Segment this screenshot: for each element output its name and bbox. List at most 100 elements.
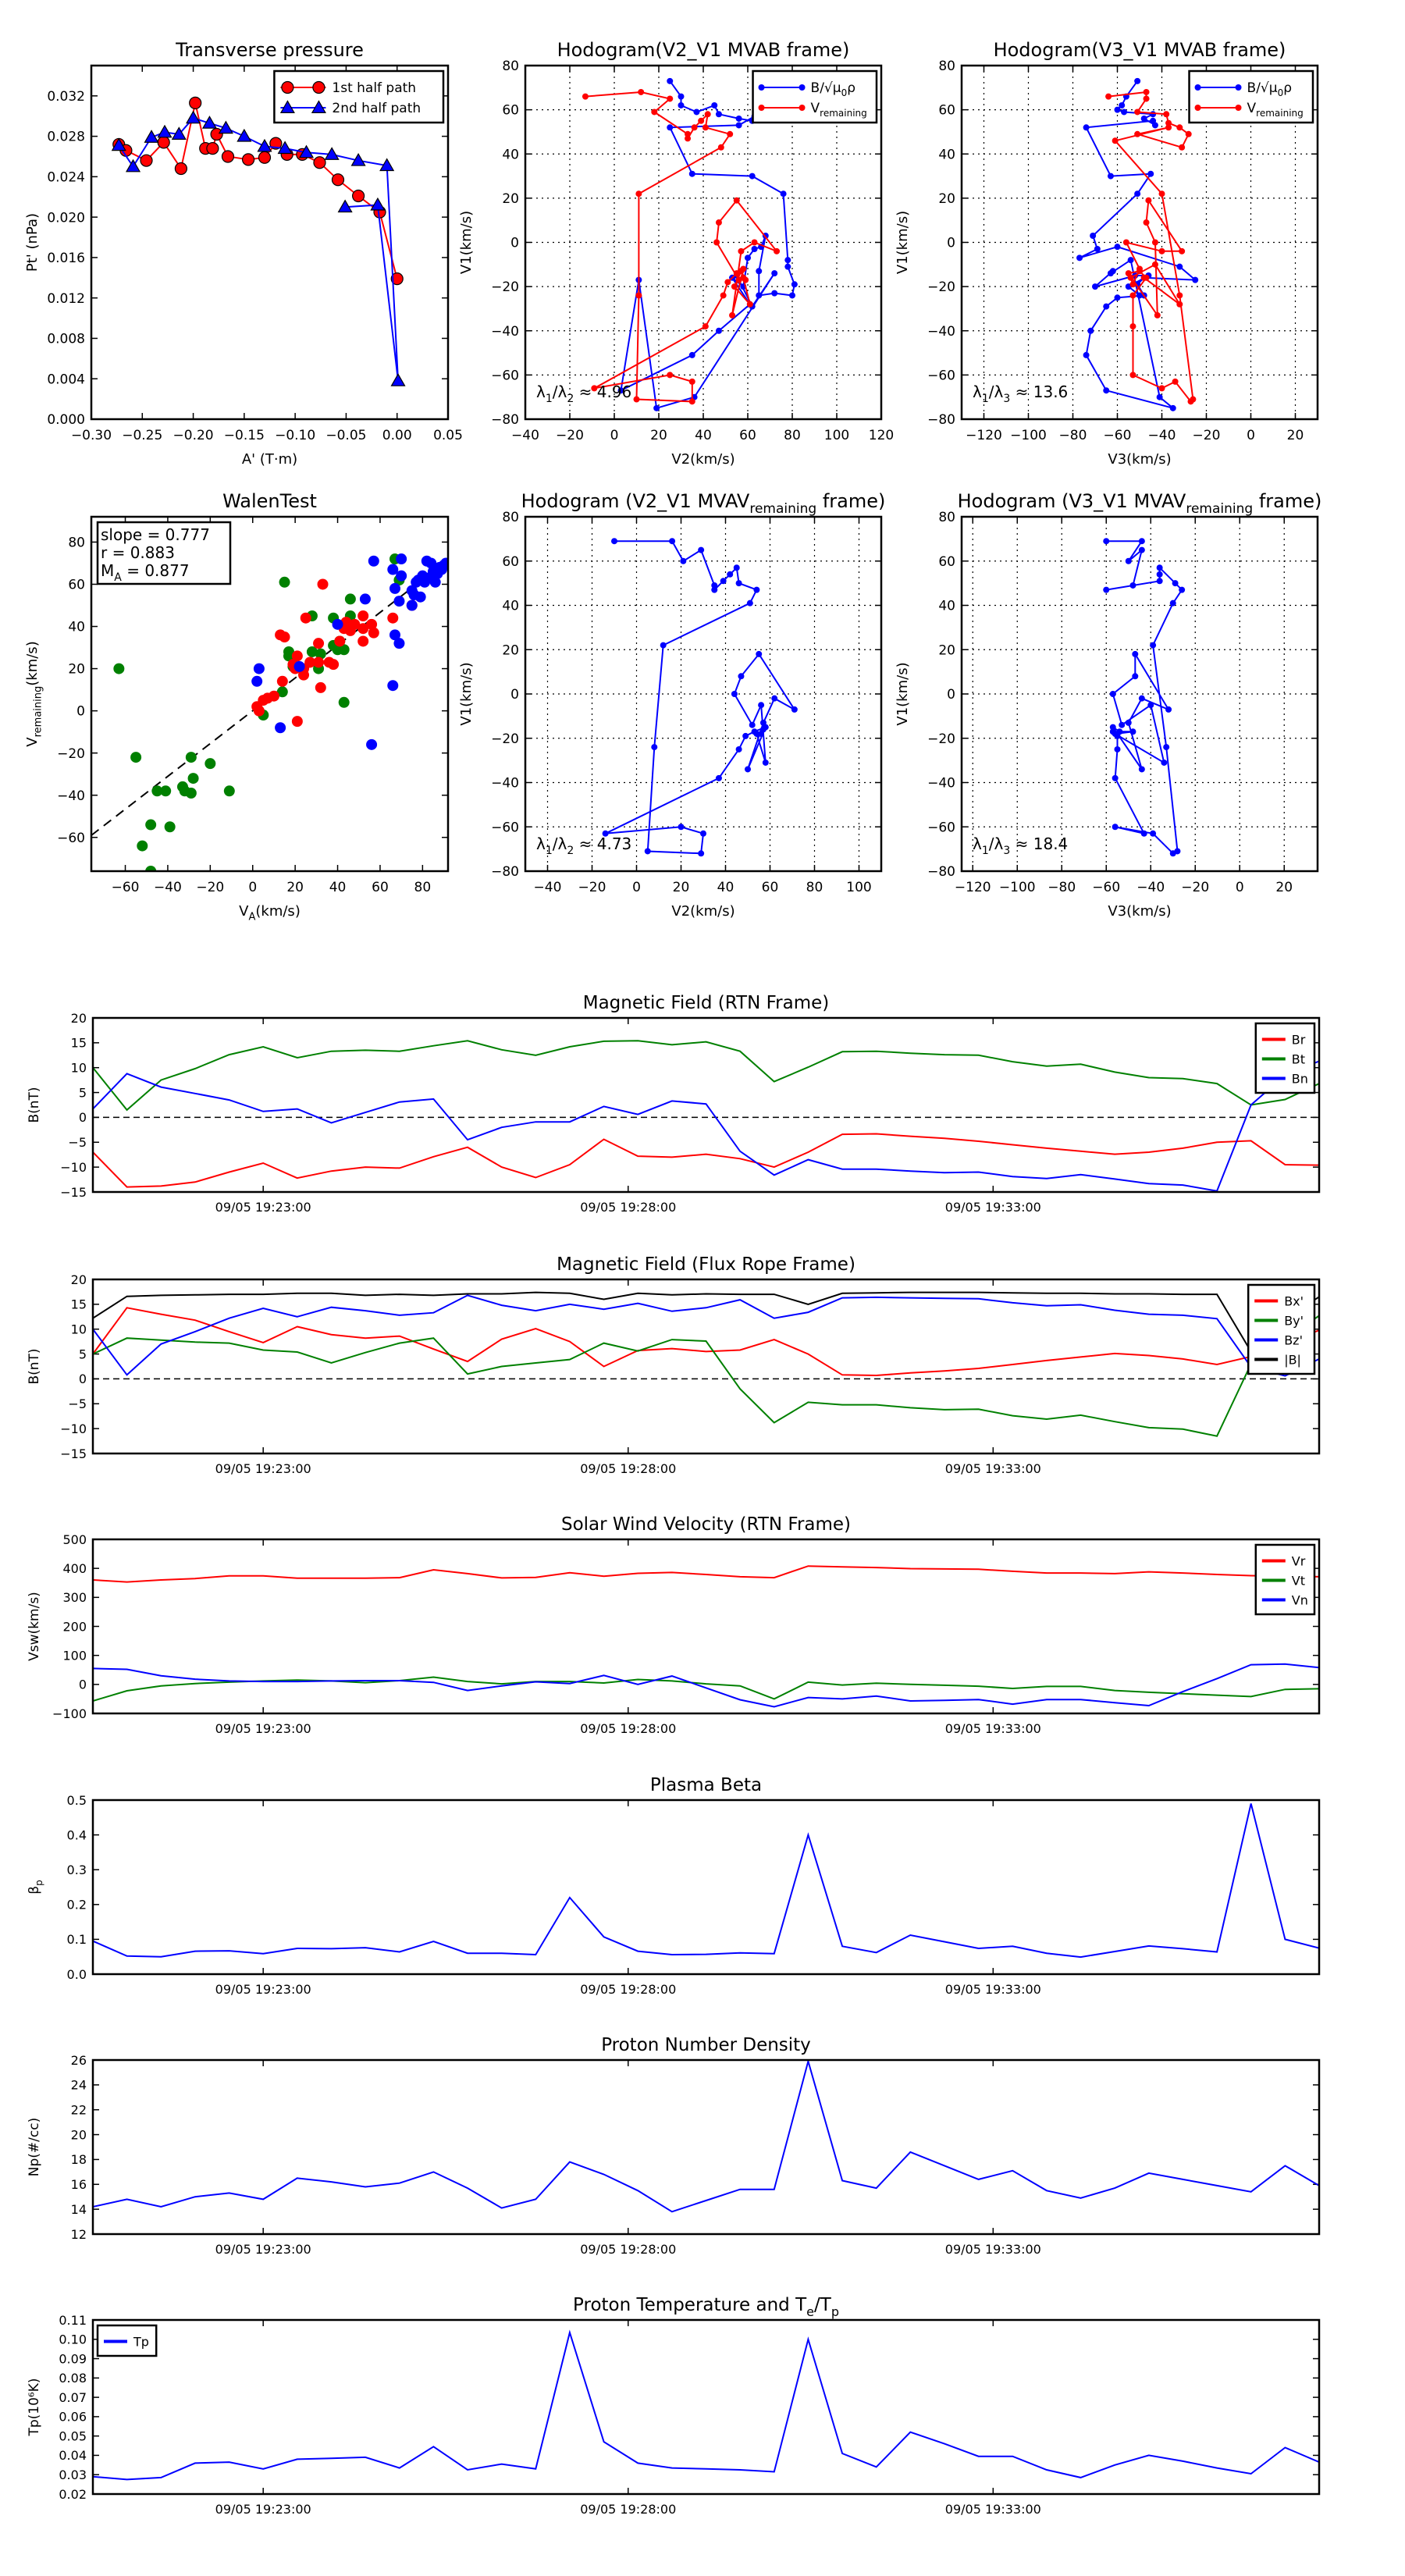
- legend-marker: [279, 100, 295, 113]
- text-part: r = 0.883: [101, 543, 175, 562]
- legend-entry-tp: Tp: [104, 2334, 149, 2349]
- x-tick-label: 40: [695, 428, 712, 443]
- v-point: [1179, 586, 1186, 593]
- text-part: /λ: [989, 834, 1004, 853]
- y-tick-label: 0.028: [47, 130, 85, 145]
- blue-points-point: [429, 576, 441, 588]
- series-2nd-half-path: [111, 110, 406, 386]
- y-tick-label: 20: [502, 191, 519, 207]
- v-point: [635, 190, 642, 197]
- eigenvalue-ratio-annotation: λ1/λ3 ≈ 13.6: [973, 382, 1068, 405]
- x-tick-label: 09/05 19:28:00: [580, 1461, 676, 1476]
- legend-marker: [1235, 84, 1242, 91]
- vn-line: [93, 1663, 1319, 1708]
- text-part: Vn: [1292, 1592, 1308, 1607]
- v-point: [1103, 538, 1110, 545]
- text-part: /λ: [553, 834, 567, 853]
- v-point: [691, 124, 698, 131]
- y-tick-label: −60: [927, 368, 955, 383]
- x-tick-label: 80: [806, 880, 823, 895]
- green-points-point: [315, 648, 326, 660]
- b-point: [784, 263, 791, 270]
- subscript-text: remaining: [749, 501, 816, 517]
- y-tick-label: 60: [502, 103, 519, 119]
- text-part: M: [101, 561, 114, 580]
- red-points-point: [317, 578, 329, 590]
- chart-title: Proton Temperature and Te/Tp: [573, 2295, 839, 2319]
- text-part: Hodogram (V3_V1 MVAV: [958, 490, 1186, 512]
- chart-title: Hodogram (V3_V1 MVAVremaining frame): [958, 490, 1322, 517]
- text-part: 1st half path: [332, 80, 416, 96]
- b-point: [715, 111, 722, 118]
- text-part: Tp: [133, 2334, 149, 2349]
- legend-label: Bz': [1284, 1332, 1303, 1347]
- x-tick-label: −20: [1193, 428, 1221, 443]
- red-points-point: [279, 632, 290, 643]
- legend-label: B/√μ0ρ: [811, 80, 855, 98]
- legend-label: Vremaining: [811, 101, 867, 119]
- y-tick-label: −60: [491, 820, 519, 835]
- b-point: [735, 122, 742, 129]
- x-tick-label: 09/05 19:33:00: [945, 1200, 1041, 1215]
- legend-marker: [799, 84, 806, 91]
- b-point: [1109, 268, 1116, 275]
- y-tick-label: 0.020: [47, 210, 85, 226]
- x-tick-label: 09/05 19:33:00: [945, 2242, 1041, 2257]
- series-bt: [93, 1040, 1319, 1112]
- text-part: frame): [816, 490, 885, 512]
- v-point: [756, 650, 763, 657]
- x-axis-label: V2(km/s): [671, 451, 735, 468]
- legend-entry-bn: Bn: [1261, 1071, 1308, 1086]
- x-tick-label: 09/05 19:28:00: [580, 1721, 676, 1736]
- walen-chart: −60 −40 −20 0 20 40 60 80 −60 −40 −20 0 20 40 60 80 Wale…: [24, 490, 450, 923]
- y-tick-label: 0.3: [67, 1863, 87, 1877]
- text-part: 2nd half path: [332, 101, 421, 116]
- x-tick-label: 0: [1247, 428, 1255, 443]
- b-point: [1156, 393, 1163, 400]
- chart-title: Magnetic Field (RTN Frame): [583, 993, 830, 1013]
- v-point: [1151, 261, 1158, 268]
- v-point: [720, 578, 727, 585]
- x-tick-label: −80: [1059, 428, 1087, 443]
- text-part: Plasma Beta: [650, 1775, 762, 1795]
- blue-points-point: [425, 557, 437, 569]
- b-point: [678, 101, 685, 109]
- v-point: [1105, 93, 1112, 100]
- vt-line: [93, 1676, 1319, 1702]
- ts2-chart: 09/05 19:23:00 09/05 19:28:00 09/05 19:33:…: [27, 1514, 1321, 1736]
- y-tick-label: 80: [502, 59, 519, 74]
- b-point: [1114, 106, 1121, 113]
- b-point: [1121, 109, 1128, 116]
- x-tick-label: −20: [1181, 880, 1209, 895]
- x-tick-label: 60: [739, 428, 756, 443]
- text-part: B/√μ: [811, 80, 841, 96]
- text-part: Bn: [1292, 1071, 1308, 1086]
- x-tick-label: 0.00: [382, 428, 412, 443]
- v-point: [651, 109, 658, 116]
- chart-title: Hodogram(V2_V1 MVAB frame): [557, 39, 850, 61]
- b-point: [653, 404, 660, 411]
- y-axis-label: V1(km/s): [458, 662, 475, 725]
- y-tick-label: 0: [79, 1110, 87, 1125]
- v-point: [1163, 744, 1170, 751]
- ts1-chart: 09/05 19:23:00 09/05 19:28:00 09/05 19:33:…: [27, 1254, 1321, 1476]
- y-tick-label: −15: [60, 1185, 87, 1200]
- legend-label: Vremaining: [1247, 101, 1304, 119]
- bx-line: [93, 1307, 1319, 1377]
- tp-line: [93, 2329, 1319, 2481]
- b-point: [1107, 173, 1114, 180]
- y-axis-label: Np(#/cc): [27, 2118, 42, 2176]
- y-tick-label: 0.4: [67, 1827, 87, 1842]
- b-point: [1092, 283, 1098, 290]
- v-point: [685, 130, 692, 137]
- y-tick-label: 0: [947, 687, 955, 703]
- eigenvalue-ratio-annotation: λ1/λ2 ≈ 4.73: [536, 834, 631, 857]
- y-axis-label: B(nT): [27, 1087, 42, 1123]
- b-point: [791, 281, 798, 288]
- y-tick-label: −60: [57, 831, 85, 846]
- green-points-point: [205, 758, 216, 770]
- v-point: [738, 673, 745, 680]
- plot-frame: [90, 515, 450, 873]
